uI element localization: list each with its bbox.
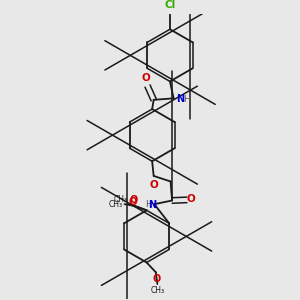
Text: O: O [187,194,196,204]
Text: CH₃: CH₃ [114,195,128,204]
Text: O: O [149,180,158,190]
Text: O: O [152,274,160,284]
Text: N: N [176,94,184,104]
Text: CH₃: CH₃ [150,286,164,296]
Text: H: H [183,95,190,104]
Text: CH₃: CH₃ [109,200,123,209]
Text: O: O [128,196,137,207]
Text: N: N [148,200,156,210]
Text: Cl: Cl [164,0,175,10]
Text: O: O [142,73,150,83]
Text: H: H [145,200,152,209]
Text: O: O [130,195,138,205]
